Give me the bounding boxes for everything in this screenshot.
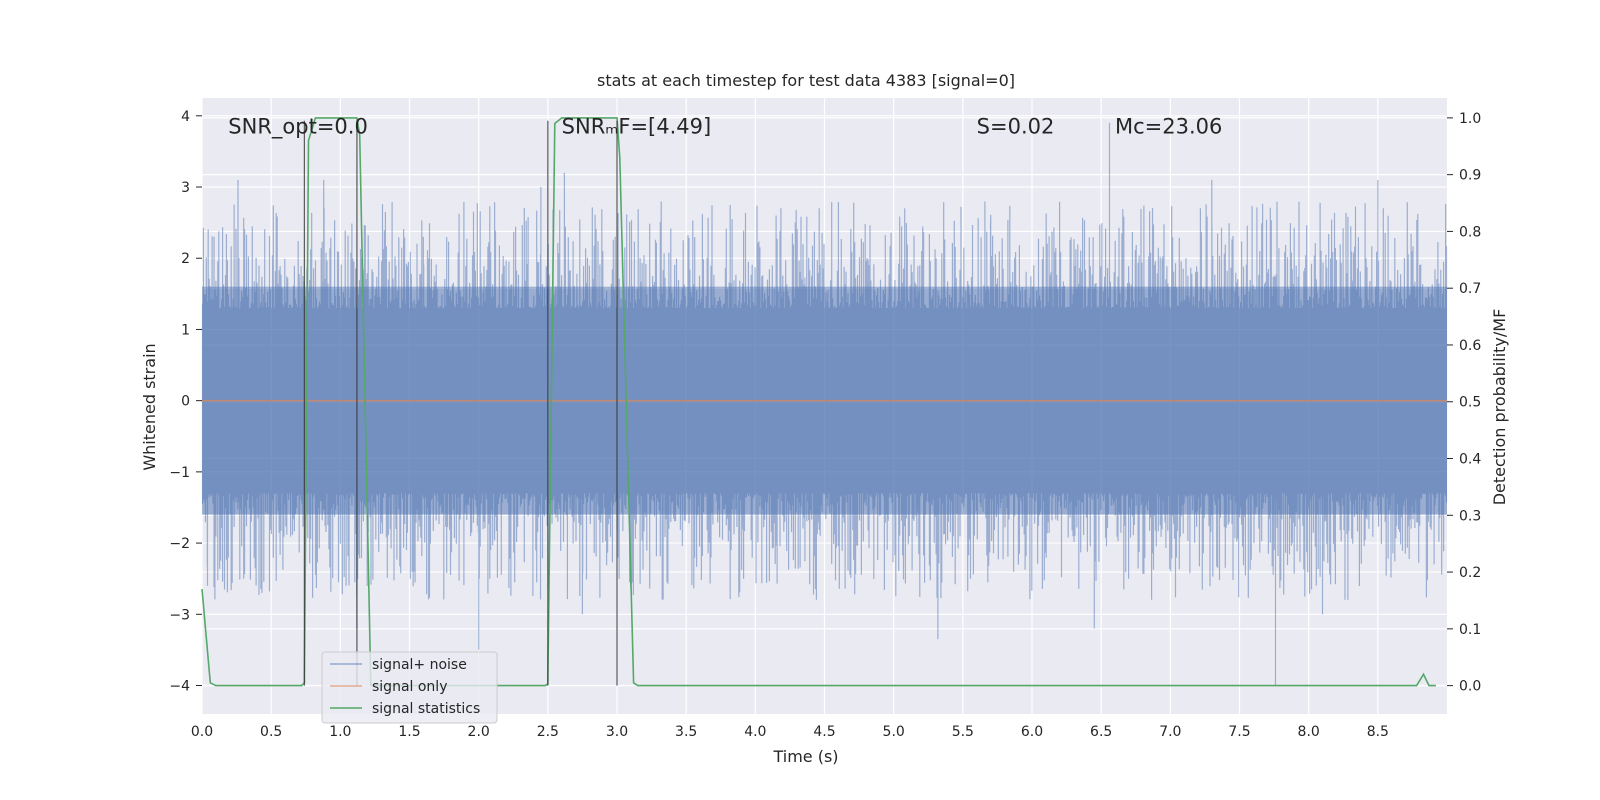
annotation-s-stat: S=0.02: [977, 114, 1055, 138]
x-tick-label: 3.5: [675, 724, 697, 740]
x-tick-label: 1.5: [398, 724, 420, 740]
series-lines: [201, 117, 1447, 687]
y-right-tick-label: 0.8: [1459, 224, 1481, 240]
y-right-tick-label: 0.3: [1459, 508, 1481, 524]
y-right-tick-label: 0.4: [1459, 452, 1481, 468]
x-tick-label: 7.0: [1159, 724, 1181, 740]
legend-label-signal-noise: signal+ noise: [372, 657, 467, 673]
y-axis-left-label: Whitened strain: [140, 343, 159, 470]
y-left-tick-label: 1: [181, 322, 190, 338]
x-tick-label: 8.0: [1298, 724, 1320, 740]
x-tick-label: 6.0: [1021, 724, 1043, 740]
y-axis-right-label: Detection probability/MF: [1490, 309, 1509, 506]
annotation-chirp-mass: Mᴄ=23.06: [1115, 114, 1222, 138]
x-tick-label: 3.0: [606, 724, 628, 740]
legend: signal+ noise signal only signal statist…: [321, 651, 498, 724]
y-left-tick-label: −4: [169, 679, 190, 695]
x-tick-label: 6.5: [1090, 724, 1112, 740]
chart-title: stats at each timestep for test data 438…: [597, 71, 1015, 90]
x-tick-label: 2.0: [468, 724, 490, 740]
x-tick-label: 0.5: [260, 724, 282, 740]
x-tick-label: 0.0: [191, 724, 213, 740]
vertical-markers: [303, 120, 618, 686]
x-tick-label: 4.0: [744, 724, 766, 740]
legend-label-signal-only: signal only: [372, 679, 447, 695]
x-axis-ticks: 0.0 0.5 1.0 1.5 2.0 2.5 3.0 3.5 4.0 4.5 5.0 5.5 6.0 6…: [191, 724, 1389, 740]
y-left-tick-label: −2: [169, 536, 190, 552]
y-right-tick-label: 1.0: [1459, 111, 1481, 127]
annotation-snr-mf: SNRₘF=[4.49]: [562, 114, 712, 138]
annotations: SNR_opt=0.0 SNRₘF=[4.49] S=0.02 Mᴄ=23.06: [228, 114, 1222, 139]
y-left-tick-label: −1: [169, 465, 190, 481]
y-right-tick-label: 0.6: [1459, 338, 1481, 354]
y-left-tick-label: −3: [169, 607, 190, 623]
legend-box: [321, 651, 498, 724]
y-axis-right-ticks: 1.0 0.9 0.8 0.7 0.6 0.5 0.4 0.3 0.2 0.1 0.0: [1447, 111, 1481, 695]
series-signal-statistics: [201, 117, 1436, 687]
y-right-tick-label: 0.9: [1459, 168, 1481, 184]
y-left-tick-label: 0: [181, 394, 190, 410]
y-axis-left-ticks: 4 3 2 1 0 −1 −2 −3 −4: [169, 109, 202, 695]
y-right-tick-label: 0.2: [1459, 565, 1481, 581]
x-tick-label: 1.0: [329, 724, 351, 740]
legend-label-signal-statistics: signal statistics: [372, 701, 480, 717]
y-left-tick-label: 3: [181, 180, 190, 196]
x-tick-label: 5.0: [883, 724, 905, 740]
y-right-tick-label: 0.5: [1459, 395, 1481, 411]
x-axis-label: Time (s): [772, 747, 838, 766]
x-tick-label: 2.5: [537, 724, 559, 740]
x-tick-label: 7.5: [1228, 724, 1250, 740]
annotation-snr-opt: SNR_opt=0.0: [228, 114, 368, 139]
y-right-tick-label: 0.1: [1459, 622, 1481, 638]
x-tick-label: 8.5: [1367, 724, 1389, 740]
x-tick-label: 4.5: [813, 724, 835, 740]
x-tick-label: 5.5: [952, 724, 974, 740]
y-right-tick-label: 0.0: [1459, 679, 1481, 695]
noise-trace: [201, 122, 1448, 686]
y-right-tick-label: 0.7: [1459, 281, 1481, 297]
y-left-tick-label: 4: [181, 109, 190, 125]
y-left-tick-label: 2: [181, 251, 190, 267]
